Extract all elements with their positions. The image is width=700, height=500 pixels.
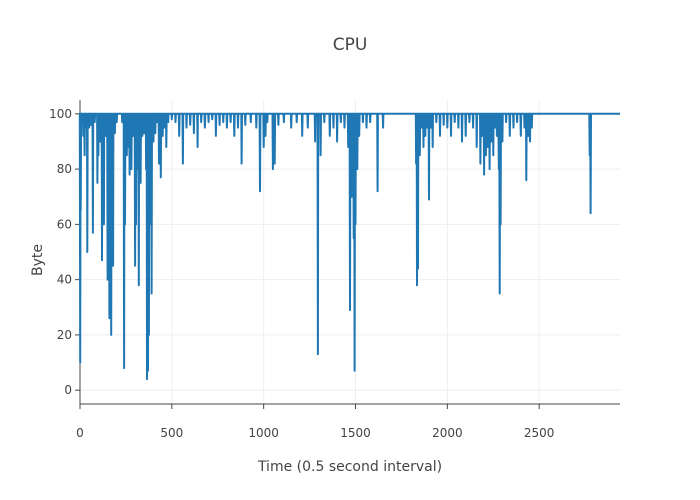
x-tick-label: 1500 [340, 426, 371, 440]
x-tick-label: 500 [160, 426, 183, 440]
y-tick-label: 40 [57, 273, 72, 287]
x-axis-label: Time (0.5 second interval) [257, 459, 442, 475]
x-tick-label: 0 [76, 426, 84, 440]
y-tick-label: 60 [57, 217, 72, 231]
series-line-0 [78, 112, 620, 381]
series-layer [78, 112, 620, 381]
x-tick-label: 1000 [248, 426, 279, 440]
chart-title: CPU [333, 35, 368, 55]
x-tick-label: 2500 [524, 426, 555, 440]
x-tick-label: 2000 [432, 426, 463, 440]
y-axis-label: Byte [30, 244, 46, 276]
y-tick-label: 100 [49, 107, 72, 121]
y-tick-label: 20 [57, 328, 72, 342]
y-tick-label: 0 [64, 383, 72, 397]
y-tick-label: 80 [57, 162, 72, 176]
